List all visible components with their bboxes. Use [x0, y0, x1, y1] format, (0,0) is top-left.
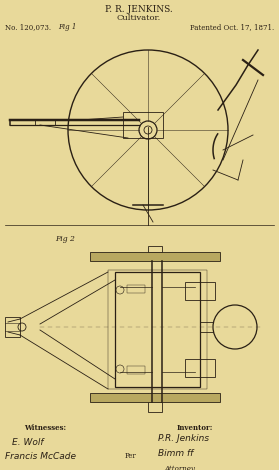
Bar [148, 246, 162, 252]
Text: Francis McCade: Francis McCade [5, 452, 76, 461]
Bar [5, 317, 20, 337]
Text: P.R. Jenkins: P.R. Jenkins [158, 434, 209, 443]
Text: P. R. JENKINS.: P. R. JENKINS. [105, 5, 173, 14]
Bar [115, 272, 200, 387]
Bar [185, 282, 215, 300]
Bar [90, 393, 220, 402]
Bar [185, 359, 215, 377]
Text: Bimm ff: Bimm ff [158, 449, 193, 458]
Text: Cultivator.: Cultivator. [117, 14, 161, 22]
Text: Inventor:: Inventor: [177, 424, 213, 432]
Text: Fig 2: Fig 2 [55, 235, 75, 243]
Text: Witnesses:: Witnesses: [24, 424, 66, 432]
Bar [127, 285, 145, 293]
Text: E. Wolf: E. Wolf [12, 438, 44, 447]
Bar [123, 112, 163, 138]
Text: Patented Oct. 17, 1871.: Patented Oct. 17, 1871. [190, 23, 274, 31]
Text: Fig 1: Fig 1 [58, 23, 76, 31]
Bar [90, 252, 220, 261]
Bar [127, 366, 145, 374]
Text: Per: Per [125, 452, 137, 460]
Bar [148, 402, 162, 412]
Text: No. 120,073.: No. 120,073. [5, 23, 51, 31]
Bar [108, 270, 207, 389]
Text: Attorney.: Attorney. [165, 465, 197, 470]
